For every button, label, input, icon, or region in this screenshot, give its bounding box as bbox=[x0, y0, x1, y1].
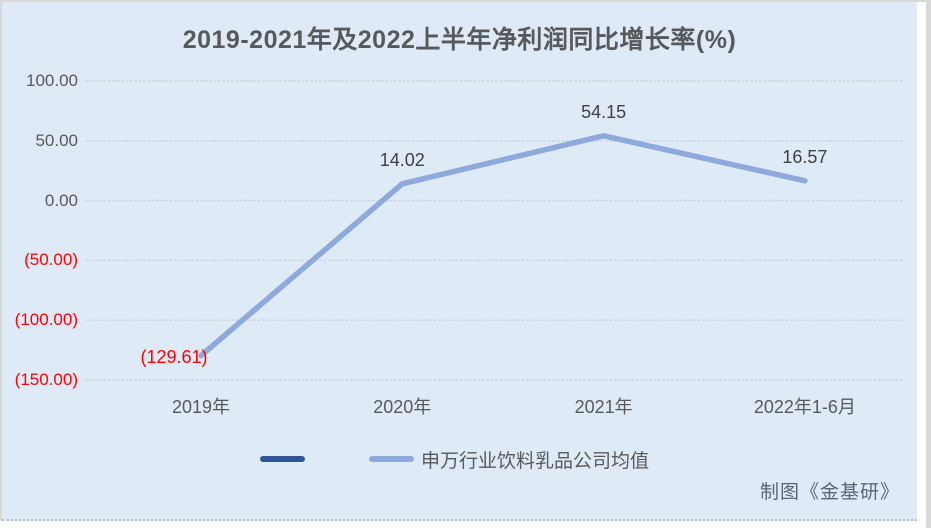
y-axis-tick-label: (150.00) bbox=[14, 370, 78, 389]
legend-label: 申万行业饮料乳品公司均值 bbox=[421, 450, 650, 472]
legend: 申万行业饮料乳品公司均值 bbox=[260, 446, 649, 472]
page-edge-left bbox=[0, 0, 2, 521]
page-edge-top bbox=[0, 0, 931, 2]
x-axis-category-label: 2022年1-6月 bbox=[753, 397, 856, 417]
y-axis-tick-label: 0.00 bbox=[44, 190, 78, 210]
chart-card: 2019-2021年及2022上半年净利润同比增长率(%) 100.00 50.0… bbox=[2, 2, 917, 521]
data-point-label: 54.15 bbox=[581, 101, 627, 122]
x-axis-category-label: 2021年 bbox=[574, 397, 633, 417]
y-axis-tick-label: 100.00 bbox=[26, 71, 78, 90]
y-axis-tick-label: (100.00) bbox=[14, 310, 78, 330]
credit-text: 制图《金基研》 bbox=[759, 482, 900, 503]
y-axis-tick-label: 50.00 bbox=[35, 130, 78, 150]
legend-item bbox=[260, 456, 305, 462]
data-point-label: 16.57 bbox=[782, 146, 828, 167]
data-point-label: 14.02 bbox=[379, 149, 425, 170]
legend-line-swatch bbox=[260, 456, 305, 462]
chart-title: 2019-2021年及2022上半年净利润同比增长率(%) bbox=[182, 26, 737, 54]
y-axis-tick-label: (50.00) bbox=[24, 250, 78, 270]
page-edge-right bbox=[926, 0, 931, 528]
plot-area bbox=[86, 80, 904, 381]
legend-line-swatch bbox=[369, 456, 414, 462]
x-axis-category-label: 2019年 bbox=[171, 397, 231, 417]
data-point-label: (129.61) bbox=[140, 346, 208, 367]
legend-item: 申万行业饮料乳品公司均值 bbox=[369, 446, 649, 473]
x-axis-category-label: 2020年 bbox=[373, 397, 432, 417]
